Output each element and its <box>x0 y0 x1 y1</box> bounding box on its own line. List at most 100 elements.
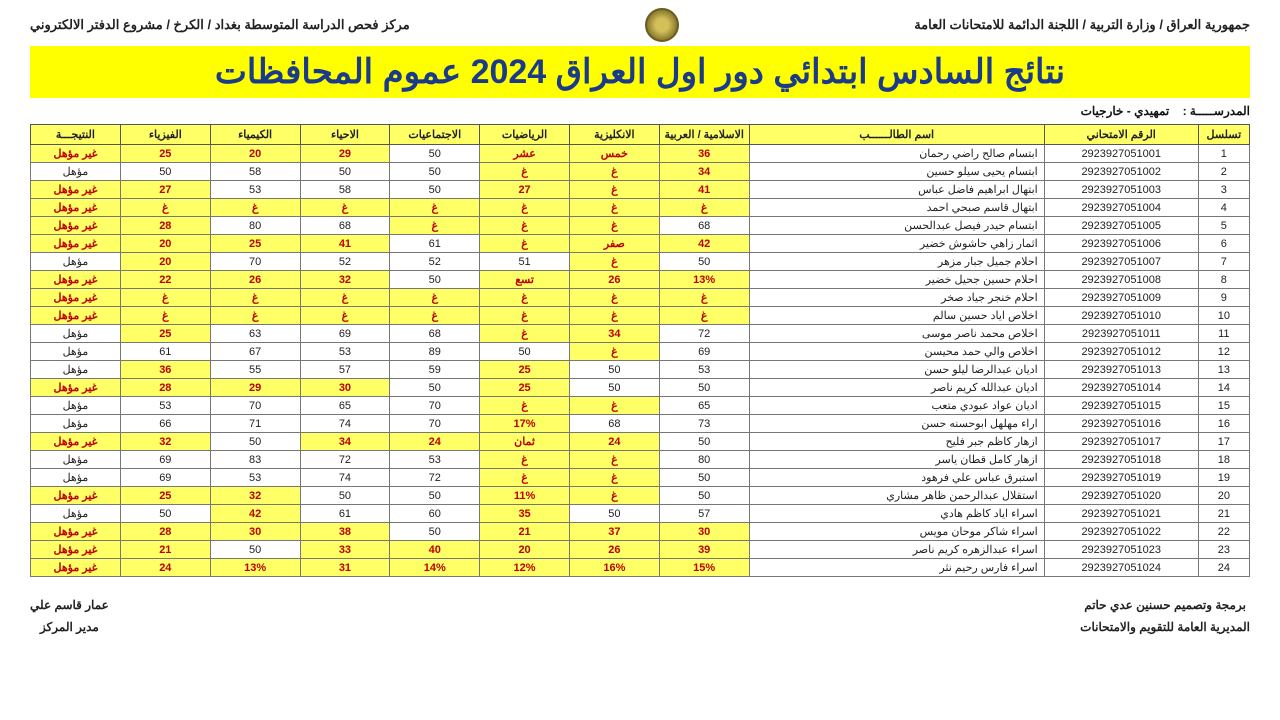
directorate-name: المديرية العامة للتقويم والامتحانات <box>1080 617 1250 639</box>
table-row: 242923927051024اسراء فارس رحيم نثر15%16%… <box>31 559 1250 577</box>
cell-exam-number: 2923927051010 <box>1044 307 1198 325</box>
cell-subject: 50 <box>120 163 210 181</box>
cell-subject: 68 <box>659 217 749 235</box>
cell-student-name: ابتسام يحيى سيلو حسين <box>749 163 1044 181</box>
cell-student-name: احلام جميل جبار مزهر <box>749 253 1044 271</box>
cell-subject: 32 <box>300 271 390 289</box>
cell-subject: 50 <box>390 181 480 199</box>
cell-exam-number: 2923927051013 <box>1044 361 1198 379</box>
cell-subject: 29 <box>210 379 300 397</box>
header-left: مركز فحص الدراسة المتوسطة بغداد / الكرخ … <box>30 17 410 33</box>
cell-subject: 61 <box>120 343 210 361</box>
cell-subject: 67 <box>210 343 300 361</box>
cell-student-name: ازهار كاظم جبر فليح <box>749 433 1044 451</box>
cell-subject: 69 <box>120 469 210 487</box>
ministry-logo <box>645 8 679 42</box>
table-row: 92923927051009احلام خنجر جياد صخرغغغغغغغ… <box>31 289 1250 307</box>
cell-result: مؤهل <box>31 397 121 415</box>
cell-subject: 11% <box>480 487 570 505</box>
cell-subject: 63 <box>210 325 300 343</box>
director-title: مدير المركز <box>30 617 109 639</box>
cell-subject: 80 <box>659 451 749 469</box>
cell-subject: غ <box>120 199 210 217</box>
cell-exam-number: 2923927051002 <box>1044 163 1198 181</box>
cell-subject: 27 <box>480 181 570 199</box>
cell-subject: 39 <box>659 541 749 559</box>
table-row: 132923927051013اديان عبدالرضا ليلو حسن53… <box>31 361 1250 379</box>
school-label: المدرســـــة : <box>1183 104 1250 118</box>
cell-exam-number: 2923927051008 <box>1044 271 1198 289</box>
cell-subject: غ <box>480 289 570 307</box>
cell-result: مؤهل <box>31 469 121 487</box>
table-row: 102923927051010اخلاص اياد حسين سالمغغغغغ… <box>31 307 1250 325</box>
cell-subject: 33 <box>300 541 390 559</box>
cell-subject: 53 <box>120 397 210 415</box>
designer-credit: برمجة وتصميم حسنين عدي حاتم <box>1080 595 1250 617</box>
cell-subject: 31 <box>300 559 390 577</box>
cell-student-name: ازهار كامل قطان ياسر <box>749 451 1044 469</box>
table-row: 62923927051006اثمار زاهي حاشوش خضير42صفر… <box>31 235 1250 253</box>
table-row: 192923927051019استبرق عباس علي فرهود50غغ… <box>31 469 1250 487</box>
cell-subject: 55 <box>210 361 300 379</box>
cell-result: مؤهل <box>31 451 121 469</box>
cell-subject: 26 <box>569 541 659 559</box>
cell-subject: 72 <box>390 469 480 487</box>
cell-subject: 59 <box>390 361 480 379</box>
cell-subject: 20 <box>120 253 210 271</box>
cell-subject: 50 <box>659 433 749 451</box>
cell-exam-number: 2923927051009 <box>1044 289 1198 307</box>
cell-subject: 50 <box>300 487 390 505</box>
cell-subject: 38 <box>300 523 390 541</box>
cell-subject: 65 <box>300 397 390 415</box>
cell-subject: 50 <box>390 163 480 181</box>
cell-seq: 18 <box>1198 451 1249 469</box>
table-row: 82923927051008احلام حسين جحيل خضير13%26ت… <box>31 271 1250 289</box>
cell-seq: 3 <box>1198 181 1249 199</box>
cell-subject: 58 <box>300 181 390 199</box>
cell-exam-number: 2923927051014 <box>1044 379 1198 397</box>
cell-student-name: اسراء فارس رحيم نثر <box>749 559 1044 577</box>
cell-subject: 37 <box>569 523 659 541</box>
cell-subject: 50 <box>390 523 480 541</box>
cell-result: غير مؤهل <box>31 199 121 217</box>
cell-exam-number: 2923927051001 <box>1044 145 1198 163</box>
cell-seq: 8 <box>1198 271 1249 289</box>
cell-seq: 5 <box>1198 217 1249 235</box>
cell-exam-number: 2923927051022 <box>1044 523 1198 541</box>
cell-subject: 26 <box>569 271 659 289</box>
cell-student-name: ابتسام صالح راضي رحمان <box>749 145 1044 163</box>
page-title-banner: نتائج السادس ابتدائي دور اول العراق 2024… <box>30 46 1250 98</box>
cell-subject: 50 <box>659 379 749 397</box>
cell-subject: 50 <box>300 163 390 181</box>
cell-subject: غ <box>480 451 570 469</box>
table-row: 222923927051022اسراء شاكر موحان مويس3037… <box>31 523 1250 541</box>
cell-seq: 9 <box>1198 289 1249 307</box>
cell-seq: 13 <box>1198 361 1249 379</box>
cell-exam-number: 2923927051004 <box>1044 199 1198 217</box>
cell-student-name: استبرق عباس علي فرهود <box>749 469 1044 487</box>
cell-result: غير مؤهل <box>31 307 121 325</box>
cell-subject: 68 <box>390 325 480 343</box>
cell-student-name: اسراء عبدالزهره كريم ناصر <box>749 541 1044 559</box>
footer: برمجة وتصميم حسنين عدي حاتم المديرية الع… <box>30 595 1250 638</box>
cell-subject: 12% <box>480 559 570 577</box>
cell-result: مؤهل <box>31 343 121 361</box>
cell-result: مؤهل <box>31 163 121 181</box>
cell-result: غير مؤهل <box>31 145 121 163</box>
cell-subject: 28 <box>120 379 210 397</box>
cell-subject: 50 <box>569 379 659 397</box>
cell-subject: غ <box>480 397 570 415</box>
table-row: 182923927051018ازهار كامل قطان ياسر80غغ5… <box>31 451 1250 469</box>
cell-student-name: اسراء شاكر موحان مويس <box>749 523 1044 541</box>
cell-subject: 74 <box>300 469 390 487</box>
cell-exam-number: 2923927051020 <box>1044 487 1198 505</box>
cell-subject: غ <box>480 469 570 487</box>
cell-subject: 20 <box>210 145 300 163</box>
cell-subject: 69 <box>300 325 390 343</box>
cell-subject: 25 <box>120 487 210 505</box>
table-row: 232923927051023اسراء عبدالزهره كريم ناصر… <box>31 541 1250 559</box>
cell-subject: 20 <box>120 235 210 253</box>
cell-subject: غ <box>120 307 210 325</box>
cell-exam-number: 2923927051021 <box>1044 505 1198 523</box>
cell-result: مؤهل <box>31 361 121 379</box>
